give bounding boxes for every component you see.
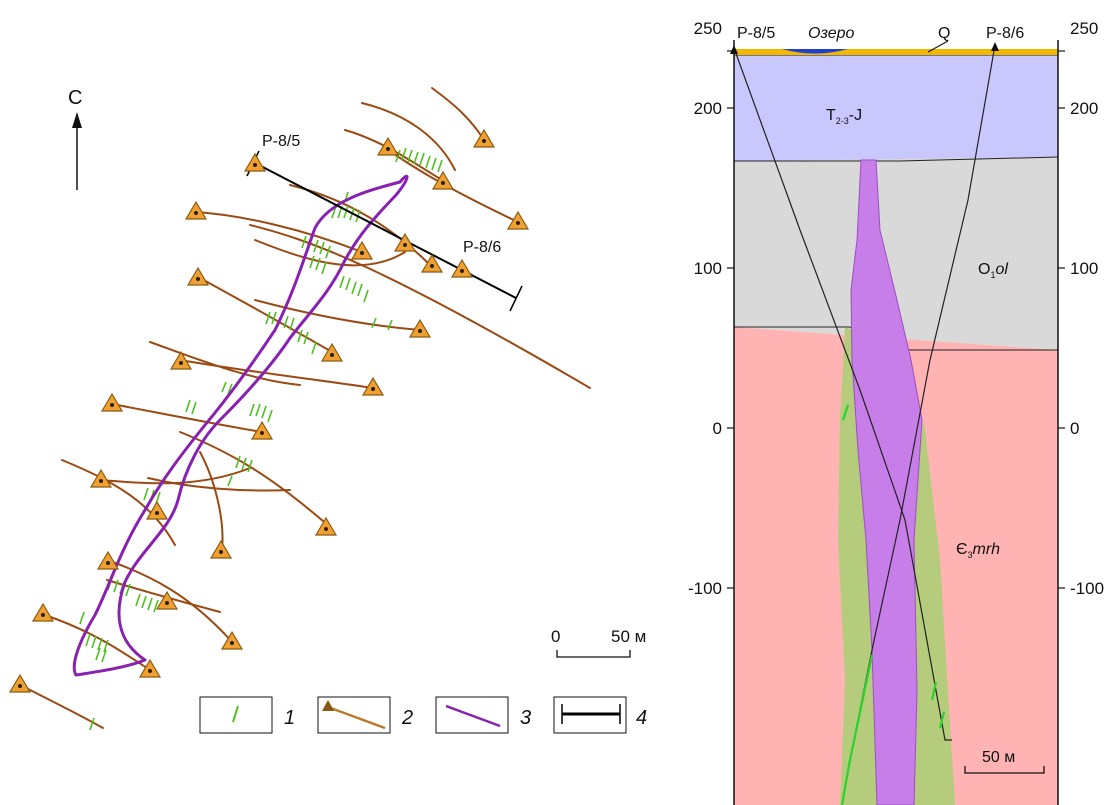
- layer-ordovician: [734, 157, 1058, 350]
- axis-right-200: 200: [1070, 99, 1098, 118]
- section-label-start: P-8/5: [737, 25, 775, 42]
- cross-section: 250 200 100 0 -100 250 200 100 0 -100 P-…: [688, 19, 1104, 805]
- section-label-end: P-8/6: [986, 25, 1024, 42]
- profile-end-label: P-8/6: [463, 239, 501, 256]
- quaternary-layer: [734, 49, 1058, 55]
- ore-body-contour: [72, 174, 409, 677]
- lake-label: Озеро: [808, 25, 855, 42]
- purple-contour-line-icon: [445, 704, 501, 728]
- north-arrow-icon: [72, 112, 82, 190]
- mineralization-ticks: [79, 147, 443, 731]
- map-scale-zero: 0: [551, 627, 560, 646]
- legend-number-3: 3: [520, 707, 531, 729]
- borehole-collars: [9, 129, 529, 693]
- axis-left-minus100: -100: [688, 579, 722, 598]
- green-tick-icon: [232, 705, 239, 723]
- north-label: С: [68, 87, 82, 109]
- axis-right-minus100: -100: [1070, 579, 1104, 598]
- borehole-with-trace-icon: [322, 700, 386, 730]
- layer-label-cambrian: Є3mrh: [956, 541, 1000, 560]
- axis-left-250: 250: [694, 19, 722, 38]
- axis-right-100: 100: [1070, 259, 1098, 278]
- profile-start-label: P-8/5: [262, 133, 300, 150]
- map-scale-bar: [556, 650, 631, 658]
- legend-number-4: 4: [636, 707, 647, 729]
- axis-left-200: 200: [694, 99, 722, 118]
- section-scale-bar: [964, 766, 1045, 774]
- ore-body: [850, 159, 923, 805]
- left-axis: [727, 50, 734, 589]
- axis-right-250: 250: [1070, 19, 1098, 38]
- axis-left-100: 100: [694, 259, 722, 278]
- layer-label-ordovician: O1ol: [978, 261, 1008, 280]
- profile-line: [246, 150, 523, 312]
- profile-line-icon: [561, 704, 621, 724]
- legend-number-2: 2: [401, 707, 413, 729]
- axis-left-0: 0: [713, 419, 722, 438]
- legend-number-1: 1: [284, 707, 295, 729]
- plan-map: С: [9, 87, 647, 734]
- section-scale-value: 50 м: [982, 749, 1015, 766]
- right-axis: [1058, 50, 1065, 589]
- q-label: Q: [938, 25, 950, 42]
- axis-right-0: 0: [1070, 419, 1079, 438]
- layer-triassic-jurassic: [734, 55, 1058, 161]
- lake: [782, 49, 848, 54]
- legend: 1 2 3 4: [199, 696, 647, 734]
- layer-label-triassic-jurassic: T2-3-J: [826, 107, 862, 126]
- map-scale-value: 50 м: [611, 627, 646, 646]
